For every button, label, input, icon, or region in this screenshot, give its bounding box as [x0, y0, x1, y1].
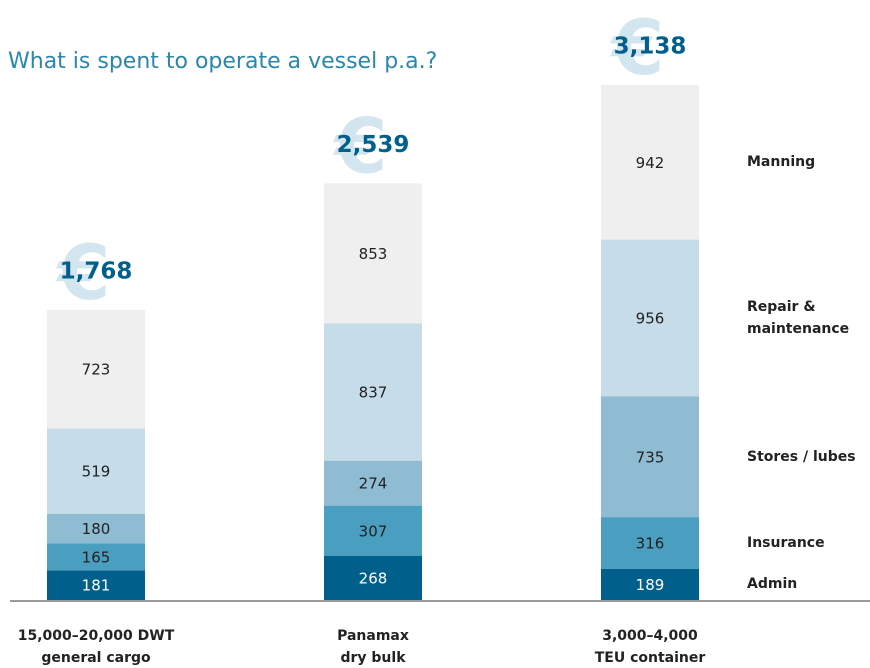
- segment-label: 723: [82, 361, 111, 379]
- legend-label: Admin: [747, 576, 798, 593]
- segment-label: 853: [359, 245, 388, 263]
- x-tick-label: 3,000–4,000: [602, 628, 698, 644]
- bar-segment: [47, 513, 145, 544]
- bar-segment: [47, 309, 145, 429]
- bar-segment: [601, 517, 699, 569]
- bar-segment: [324, 183, 422, 324]
- x-tick-label: dry bulk: [340, 650, 406, 666]
- chart-title: What is spent to operate a vessel p.a.?: [8, 49, 437, 74]
- bar-segment: [47, 570, 145, 600]
- segment-label: 180: [82, 520, 111, 538]
- bar-segment: [324, 505, 422, 557]
- segment-label: 519: [82, 463, 111, 481]
- currency-symbol: €: [333, 101, 388, 190]
- segment-label: 189: [636, 576, 665, 594]
- x-tick-label: TEU container: [595, 650, 706, 666]
- segment-label: 307: [359, 522, 388, 540]
- bar-segment: [324, 556, 422, 600]
- segment-label: 837: [359, 383, 388, 401]
- legend-label: Manning: [747, 154, 816, 171]
- segment-label: 181: [82, 577, 111, 595]
- x-tick-label: Panamax: [337, 628, 409, 644]
- segment-label: 956: [636, 310, 665, 328]
- bar-segment: [601, 239, 699, 397]
- bar-segment: [601, 396, 699, 518]
- bar-segment: [601, 85, 699, 240]
- total-label: 2,539: [337, 132, 410, 158]
- x-tick-label: general cargo: [41, 650, 151, 666]
- segment-label: 735: [636, 448, 665, 466]
- bar-segment: [601, 568, 699, 600]
- total-label: 1,768: [60, 258, 133, 284]
- legend-label: Insurance: [747, 535, 825, 552]
- segment-label: 942: [636, 154, 665, 172]
- bar-segment: [324, 460, 422, 506]
- x-tick-label: 15,000–20,000 DWT: [18, 628, 175, 644]
- currency-symbol: €: [610, 3, 665, 92]
- segment-label: 316: [636, 535, 665, 553]
- segment-label: 274: [359, 475, 388, 493]
- segment-label: 268: [359, 570, 388, 588]
- bar-segment: [47, 543, 145, 571]
- segment-label: 165: [82, 548, 111, 566]
- bar-segment: [47, 428, 145, 514]
- bar-segment: [324, 323, 422, 461]
- legend-label: Stores / lubes: [747, 448, 856, 465]
- total-label: 3,138: [614, 34, 687, 60]
- currency-symbol: €: [56, 228, 111, 317]
- legend-label: Repair & maintenance: [747, 299, 850, 338]
